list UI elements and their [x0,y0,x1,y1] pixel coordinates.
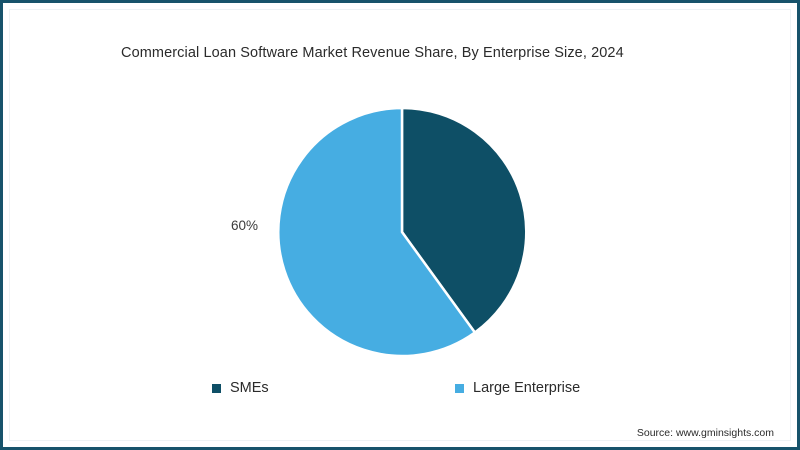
legend-label-large-enterprise: Large Enterprise [473,380,581,396]
plot-area: 60% [3,3,797,447]
pie-slice-large-enterprise[interactable] [277,107,477,357]
pie-data-label-large-enterprise: 60% [231,218,259,233]
legend-swatch-icon-smes [212,383,221,393]
chart-legend: SMEs Large Enterprise [3,381,797,407]
legend-item-smes[interactable]: SMEs [212,381,269,396]
legend-label-smes: SMEs [230,380,269,396]
legend-item-large-enterprise[interactable]: Large Enterprise [455,381,580,396]
pie-chart [277,107,527,357]
source-attribution: Source: www.gminsights.com [636,427,774,439]
legend-swatch-icon-large-enterprise [455,383,464,393]
pie-slice-smes[interactable] [400,107,527,335]
chart-title: Commercial Loan Software Market Revenue … [121,45,624,61]
